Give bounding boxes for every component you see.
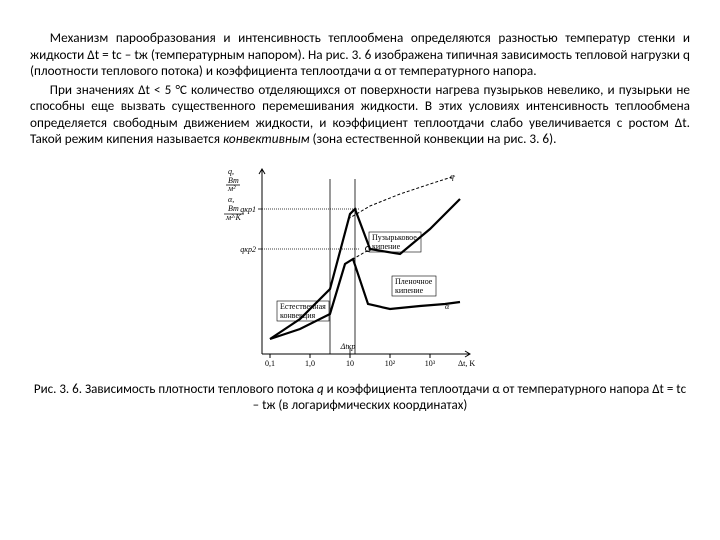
svg-text:Пузырьковое: Пузырьковое	[372, 233, 417, 242]
svg-text:qкр1: qкр1	[240, 205, 256, 214]
svg-text:10³: 10³	[425, 359, 436, 368]
p2-c: (зона естественной конвекции на рис. 3. …	[310, 130, 557, 147]
svg-text:Вт: Вт	[228, 204, 239, 213]
svg-text:кипение: кипение	[372, 242, 401, 251]
svg-text:Пленочное: Пленочное	[395, 277, 433, 286]
figure-caption: Рис. 3. 6. Зависимость плотности теплово…	[30, 382, 690, 415]
svg-text:0,1: 0,1	[265, 359, 275, 368]
svg-text:10²: 10²	[385, 359, 396, 368]
paragraph-1: Механизм парообразования и интенсивность…	[30, 30, 690, 80]
svg-text:Δt, K: Δt, K	[458, 359, 475, 368]
figure-container: 0,11,01010²10³Δt, Kqкр1qкр2q,Втм²α,Втм²·…	[30, 154, 690, 379]
cap-b: q	[317, 382, 324, 397]
svg-text:qкр2: qкр2	[240, 245, 256, 254]
svg-text:Δtкр: Δtкр	[340, 342, 356, 351]
p2-b: конвективным	[223, 130, 310, 147]
cap-a: Рис. 3. 6. Зависимость плотности теплово…	[34, 382, 317, 397]
svg-text:α,: α,	[228, 195, 234, 204]
svg-text:q,: q,	[228, 167, 234, 176]
svg-text:Естественная: Естественная	[280, 302, 326, 311]
boiling-curve-chart: 0,11,01010²10³Δt, Kqкр1qкр2q,Втм²α,Втм²·…	[220, 154, 500, 374]
svg-text:1,0: 1,0	[305, 359, 315, 368]
svg-text:кипение: кипение	[395, 286, 424, 295]
svg-text:конвекция: конвекция	[280, 311, 315, 320]
paragraph-2: При значениях Δt < 5 °C количество отдел…	[30, 82, 690, 148]
svg-text:10: 10	[346, 359, 354, 368]
svg-text:q: q	[450, 172, 454, 181]
